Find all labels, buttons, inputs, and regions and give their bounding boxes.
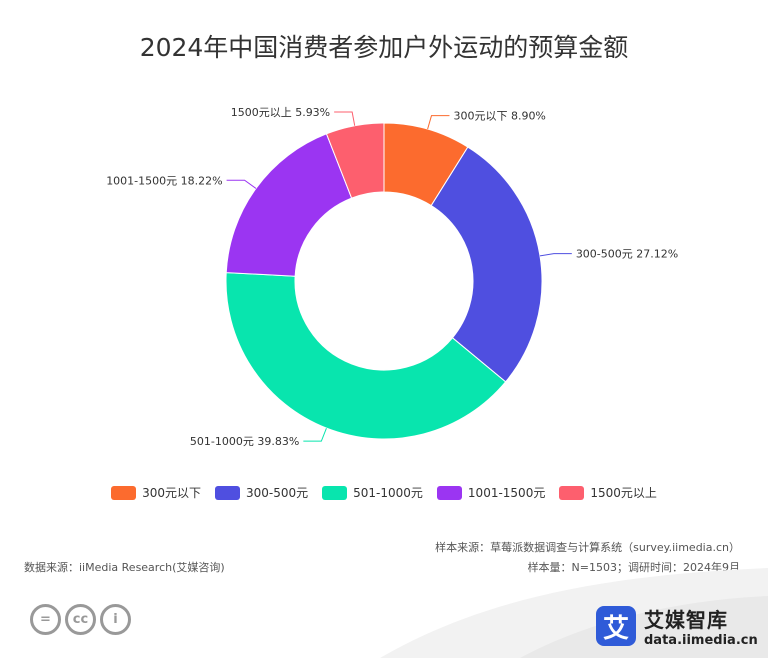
brand-logo-icon: 艾 [596,606,636,646]
person-icon: i [100,604,131,635]
label-leader-line [427,115,450,130]
legend-item[interactable]: 501-1000元 [322,484,423,501]
slice-data-label: 300-500元 27.12% [576,248,678,261]
chart-title: 2024年中国消费者参加户外运动的预算金额 [139,33,629,62]
legend-label: 501-1000元 [353,486,423,500]
legend-swatch [111,485,137,500]
legend-item[interactable]: 300元以下 [111,484,201,501]
brand-name: 艾媒智库 [644,608,728,632]
legend-label: 1500元以上 [590,486,657,500]
legend-label: 1001-1500元 [467,486,546,500]
slice-data-label: 1001-1500元 18.22% [106,174,222,187]
label-leader-line [334,111,356,126]
data-source: 数据来源：iiMedia Research(艾媒咨询) [24,561,225,574]
brand-block[interactable]: 艾 艾媒智库 data.iimedia.cn [596,604,758,648]
slice-data-label: 300元以下 8.90% [453,110,545,123]
legend-swatch [559,485,585,500]
donut-slice[interactable] [225,133,353,277]
legend-item[interactable]: 1001-1500元 [436,484,546,501]
label-leader-line [539,253,572,257]
donut-slice[interactable] [325,122,385,199]
donut-slice[interactable] [225,272,507,440]
slice-data-label: 1500元以上 5.93% [231,106,330,119]
label-leader-line [226,179,257,189]
label-leader-line [303,427,327,442]
legend-item[interactable]: 300-500元 [215,484,308,501]
donut-chart: 300元以下 8.90% 300-500元 27.12% 501-1000元 39.… [106,106,678,448]
sample-source: 样本来源：草莓派数据调查与计算系统（survey.iimedia.cn） [435,541,740,554]
license-badges: = cc i [30,604,131,635]
slice-data-label: 501-1000元 39.83% [190,435,299,448]
brand-url: data.iimedia.cn [644,633,758,648]
legend-swatch [322,485,348,500]
legend-swatch [215,485,240,500]
sample-info: 样本量：N=1503；调研时间：2024年9月 [527,561,740,574]
legend-label: 300-500元 [246,486,309,500]
legend-swatch [436,485,462,500]
legend-item[interactable]: 1500元以上 [559,484,657,501]
equals-icon: = [30,604,61,635]
chart-legend: 300元以下 300-500元 501-1000元 1001-1500元 150… [0,484,768,501]
cc-icon: cc [65,604,96,635]
donut-slice[interactable] [430,146,543,383]
legend-label: 300元以下 [142,486,201,500]
